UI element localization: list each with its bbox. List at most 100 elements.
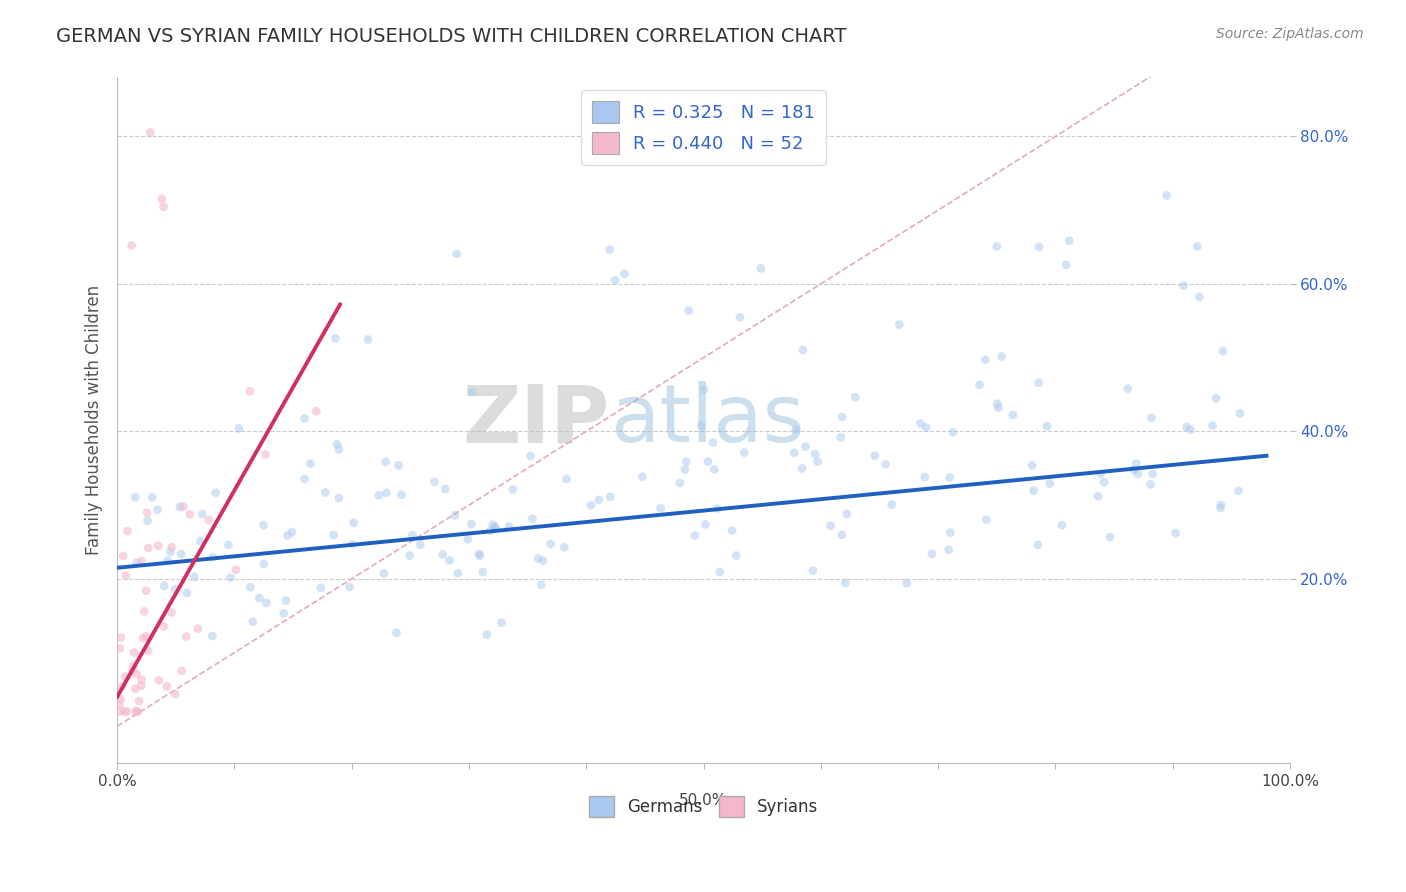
Point xyxy=(112,549,135,563)
Point xyxy=(160,606,183,620)
Point xyxy=(733,445,755,459)
Text: GERMAN VS SYRIAN FAMILY HOUSEHOLDS WITH CHILDREN CORRELATION CHART: GERMAN VS SYRIAN FAMILY HOUSEHOLDS WITH … xyxy=(56,27,846,45)
Point xyxy=(522,512,544,526)
Point xyxy=(110,692,132,706)
Point xyxy=(1139,477,1161,491)
Text: atlas: atlas xyxy=(610,381,804,459)
Point xyxy=(309,581,332,595)
Point xyxy=(599,490,621,504)
Point xyxy=(124,491,146,505)
Point xyxy=(159,545,181,559)
Point xyxy=(125,556,148,570)
Point xyxy=(156,554,179,568)
Point xyxy=(835,507,858,521)
Point xyxy=(141,490,163,504)
Point xyxy=(122,646,145,660)
Point xyxy=(1180,423,1202,437)
Point xyxy=(114,705,136,719)
Point xyxy=(153,579,176,593)
Point xyxy=(588,492,610,507)
Point xyxy=(170,664,193,678)
Point xyxy=(136,514,159,528)
Point xyxy=(1028,240,1050,254)
Point xyxy=(121,238,143,252)
Point xyxy=(160,540,183,554)
Point xyxy=(1090,467,1112,481)
Point xyxy=(148,539,170,553)
Point xyxy=(498,519,520,533)
Point xyxy=(728,310,751,325)
Point xyxy=(831,409,853,424)
Point xyxy=(176,586,198,600)
Point xyxy=(484,520,506,534)
Point xyxy=(117,524,139,538)
Point xyxy=(169,500,191,514)
Legend: Germans, Syrians: Germans, Syrians xyxy=(582,789,825,823)
Point xyxy=(1122,463,1144,477)
Point xyxy=(579,498,602,512)
Point xyxy=(228,421,250,435)
Point xyxy=(191,507,214,521)
Point xyxy=(794,440,817,454)
Point xyxy=(326,437,349,451)
Point xyxy=(110,705,132,719)
Point xyxy=(986,239,1008,253)
Point xyxy=(170,547,193,561)
Point xyxy=(150,192,173,206)
Point xyxy=(373,566,395,581)
Point xyxy=(484,521,506,535)
Point xyxy=(218,538,240,552)
Point xyxy=(678,303,700,318)
Point xyxy=(461,385,484,400)
Point xyxy=(675,455,697,469)
Point xyxy=(129,679,152,693)
Point xyxy=(481,517,503,532)
Point xyxy=(1098,530,1121,544)
Point xyxy=(1140,410,1163,425)
Point xyxy=(401,528,423,542)
Point xyxy=(201,550,224,565)
Point xyxy=(792,343,814,357)
Point xyxy=(605,273,627,287)
Point xyxy=(896,576,918,591)
Point xyxy=(204,485,226,500)
Point xyxy=(136,643,159,657)
Point xyxy=(156,680,179,694)
Point xyxy=(254,596,277,610)
Point xyxy=(201,629,224,643)
Point xyxy=(277,528,299,542)
Point xyxy=(374,455,396,469)
Point xyxy=(1173,278,1195,293)
Point xyxy=(468,549,491,563)
Point xyxy=(339,580,361,594)
Point xyxy=(314,485,336,500)
Point xyxy=(136,506,159,520)
Point xyxy=(527,551,550,566)
Point xyxy=(391,488,413,502)
Point xyxy=(375,485,398,500)
Point xyxy=(820,518,842,533)
Point xyxy=(938,542,960,557)
Point xyxy=(165,687,187,701)
Point xyxy=(134,604,156,618)
Point xyxy=(128,694,150,708)
Point xyxy=(148,673,170,688)
Point xyxy=(409,538,432,552)
Point xyxy=(790,461,813,475)
Point xyxy=(1026,538,1049,552)
Point xyxy=(273,607,295,621)
Point xyxy=(131,554,153,568)
Point xyxy=(880,498,903,512)
Y-axis label: Family Households with Children: Family Households with Children xyxy=(86,285,103,556)
Point xyxy=(1185,239,1208,253)
Point xyxy=(325,331,347,345)
Point xyxy=(127,705,149,719)
Point xyxy=(725,549,748,563)
Point xyxy=(342,537,364,551)
Point xyxy=(1116,382,1139,396)
Point xyxy=(439,553,461,567)
Point xyxy=(1212,344,1234,359)
Point xyxy=(239,580,262,594)
Point xyxy=(254,448,277,462)
Point xyxy=(863,449,886,463)
